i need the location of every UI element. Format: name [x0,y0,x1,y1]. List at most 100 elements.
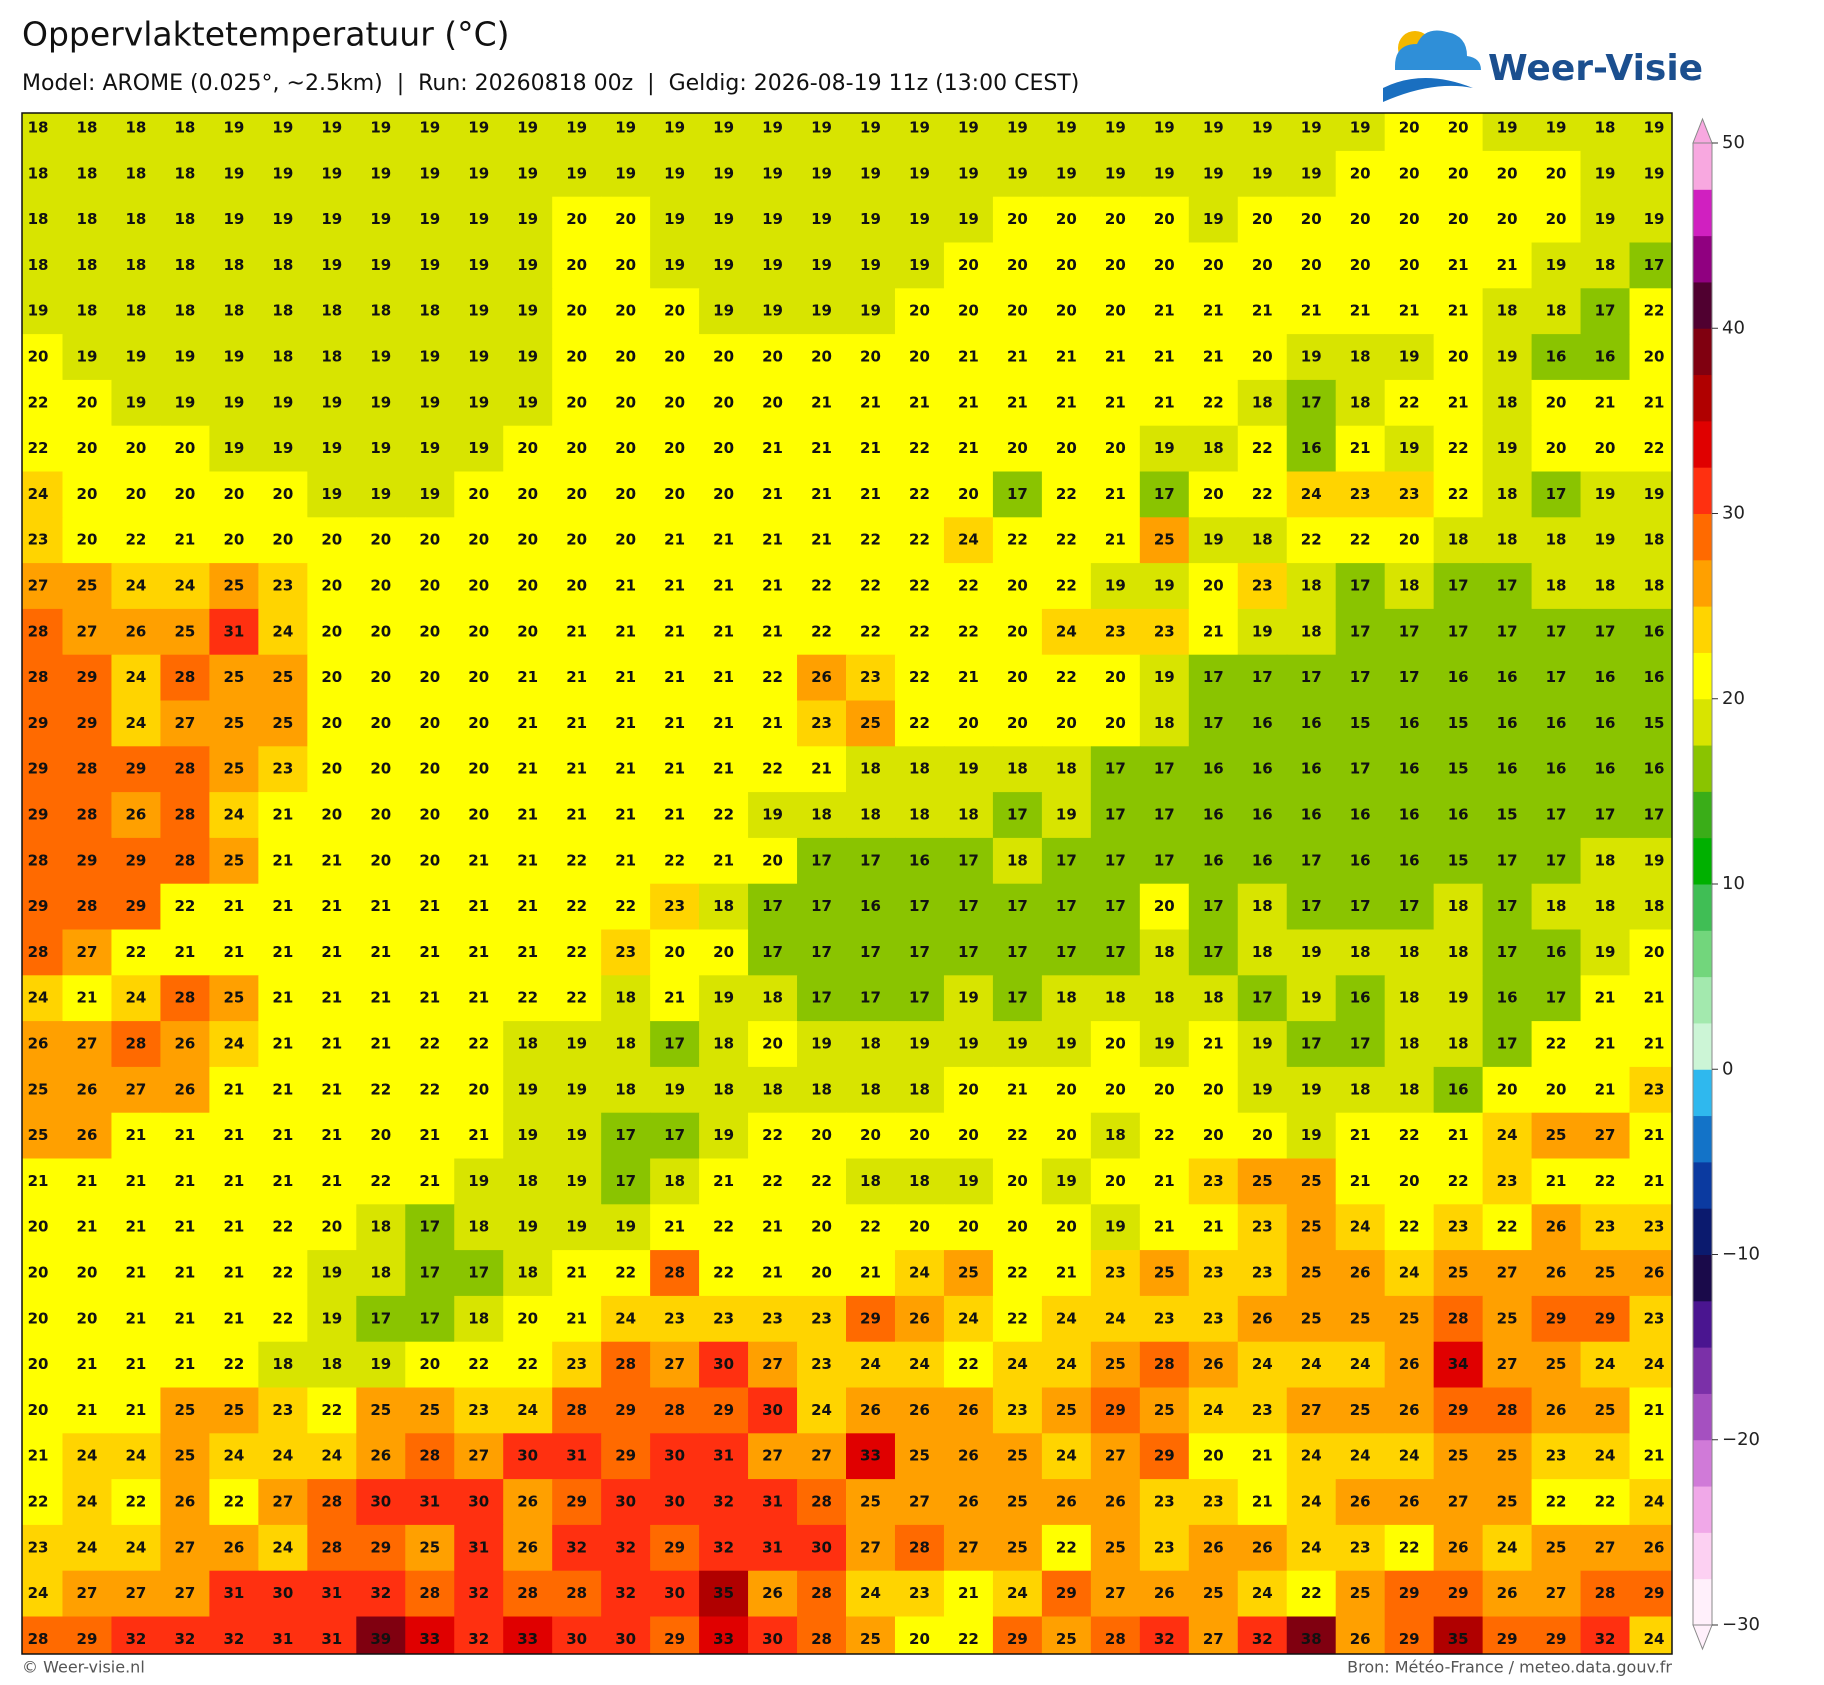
temperature-label: 18 [126,256,147,274]
temperature-label: 17 [1056,851,1077,869]
temperature-cell [1531,700,1582,747]
temperature-label: 21 [223,897,244,915]
temperature-cell [1237,288,1288,335]
temperature-cell [62,517,113,564]
temperature-cell [797,1112,847,1160]
temperature-label: 32 [1252,1630,1273,1648]
temperature-cell [943,1158,994,1205]
temperature-label: 25 [1497,1309,1518,1327]
temperature-cell [1531,883,1582,931]
temperature-label: 20 [126,439,147,457]
colorbar-band [1693,374,1712,422]
temperature-cell [1531,792,1582,839]
temperature-cell [62,608,113,656]
temperature-label: 22 [566,943,587,961]
temperature-label: 19 [1644,485,1665,503]
temperature-cell [1041,113,1092,152]
temperature-cell [1335,1295,1386,1343]
temperature-cell [846,1295,896,1343]
temperature-cell [943,242,994,289]
temperature-cell [454,425,504,473]
temperature-label: 19 [615,119,636,137]
temperature-label: 22 [1595,1172,1616,1190]
temperature-cell [1335,563,1386,610]
colorbar-band [1693,837,1712,885]
temperature-label: 18 [1644,897,1665,915]
temperature-label: 20 [468,531,489,549]
temperature-label: 18 [1399,943,1420,961]
temperature-cell [943,792,994,839]
temperature-cell [943,654,994,702]
temperature-cell [1188,792,1239,839]
temperature-label: 26 [1203,1355,1224,1373]
temperature-cell [797,1066,847,1114]
temperature-label: 29 [126,851,147,869]
temperature-cell [1335,196,1386,244]
temperature-label: 22 [321,1401,342,1419]
temperature-label: 33 [713,1630,734,1648]
temperature-cell [1335,975,1386,1022]
temperature-label: 24 [223,806,244,824]
temperature-cell [894,746,945,793]
temperature-cell [894,288,945,335]
temperature-label: 20 [1007,668,1028,686]
temperature-label: 23 [811,714,832,732]
temperature-cell [748,837,798,885]
temperature-label: 28 [28,943,49,961]
temperature-cell [748,792,798,839]
temperature-cell [797,1158,847,1205]
temperature-cell [454,746,504,793]
temperature-label: 20 [615,210,636,228]
temperature-cell [454,1158,504,1205]
temperature-cell [258,608,308,656]
temperature-label: 19 [566,1126,587,1144]
temperature-cell [1139,1250,1190,1297]
temperature-label: 20 [1007,210,1028,228]
temperature-label: 17 [1056,897,1077,915]
temperature-cell [846,1112,896,1160]
temperature-label: 25 [1546,1538,1567,1556]
temperature-label: 33 [419,1630,440,1648]
temperature-cell [1580,1112,1631,1160]
temperature-label: 31 [223,622,244,640]
temperature-cell [22,975,64,1022]
temperature-cell [699,1295,749,1343]
temperature-cell [1384,792,1435,839]
temperature-cell [1188,425,1239,473]
temperature-label: 18 [860,1172,881,1190]
temperature-label: 27 [1497,1264,1518,1282]
temperature-label: 24 [272,622,293,640]
temperature-label: 21 [1497,256,1518,274]
temperature-label: 24 [615,1309,636,1327]
temperature-label: 21 [126,1172,147,1190]
temperature-label: 16 [1546,348,1567,366]
temperature-cell [160,1112,210,1160]
temperature-label: 21 [762,1218,783,1236]
temperature-label: 19 [1301,989,1322,1007]
temperature-label: 21 [762,622,783,640]
temperature-label: 21 [1644,1035,1665,1053]
temperature-label: 18 [1644,531,1665,549]
temperature-cell [943,929,994,976]
temperature-cell [650,150,700,198]
temperature-label: 18 [811,806,832,824]
temperature-label: 21 [811,760,832,778]
temperature-label: 16 [1644,622,1665,640]
temperature-label: 17 [1105,806,1126,824]
temperature-cell [650,1204,700,1251]
temperature-cell [503,471,553,518]
temperature-label: 19 [1399,439,1420,457]
temperature-label: 28 [811,1630,832,1648]
temperature-label: 23 [811,1355,832,1373]
temperature-cell [992,883,1043,931]
temperature-cell [601,700,651,747]
temperature-label: 18 [909,806,930,824]
temperature-cell [992,700,1043,747]
temperature-label: 25 [1350,1584,1371,1602]
temperature-label: 19 [223,393,244,411]
temperature-label: 26 [174,1080,195,1098]
temperature-label: 22 [1154,1126,1175,1144]
temperature-cell [356,471,406,518]
temperature-label: 22 [958,577,979,595]
temperature-label: 19 [1154,577,1175,595]
